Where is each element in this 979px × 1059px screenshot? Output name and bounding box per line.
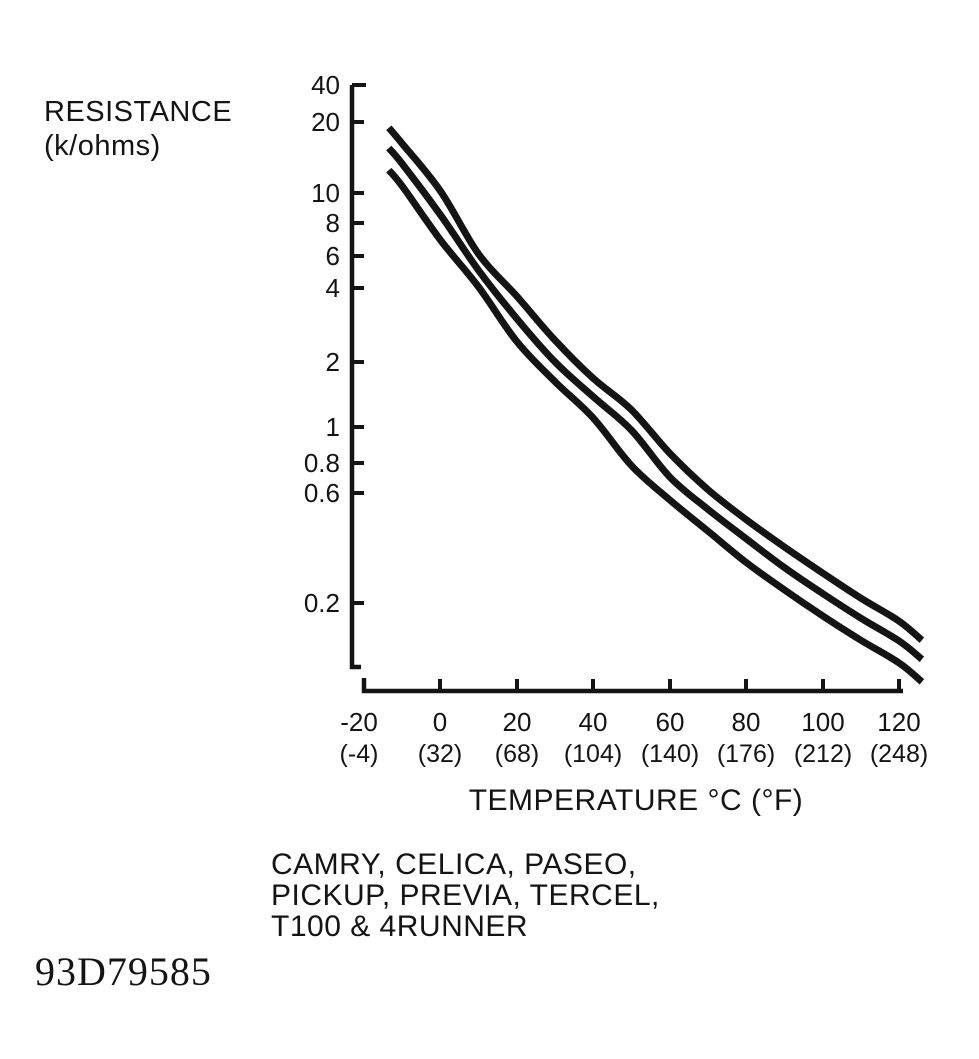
y-axis-label-line1: RESISTANCE: [44, 96, 233, 128]
x-axis-title: TEMPERATURE °C (°F): [468, 784, 804, 817]
caption-line-2: PICKUP, PREVIA, TERCEL,: [271, 879, 660, 912]
x-tick-label-celsius: 0: [433, 707, 447, 737]
x-tick-label-celsius: 80: [732, 707, 761, 737]
document-id: 93D79585: [35, 949, 212, 994]
y-tick-label: 0.2: [304, 588, 340, 618]
x-tick-label-fahrenheit: (104): [564, 740, 622, 768]
caption-line-1: CAMRY, CELICA, PASEO,: [271, 848, 637, 881]
y-tick-label: 4: [326, 273, 340, 303]
x-tick-label-fahrenheit: (212): [794, 740, 852, 768]
resistance-curve-upper-tolerance-curve: [386, 125, 925, 643]
y-tick-label: 8: [326, 208, 340, 238]
x-tick-label-fahrenheit: (176): [717, 740, 775, 768]
x-tick-label-fahrenheit: (32): [418, 740, 462, 768]
x-tick-label-celsius: 100: [801, 707, 844, 737]
y-axis-label-line2: (k/ohms): [44, 130, 161, 162]
x-tick-label-fahrenheit: (140): [641, 740, 699, 768]
y-tick-label: 40: [311, 70, 340, 100]
x-tick-label-celsius: 20: [503, 707, 532, 737]
x-tick-label-celsius: 120: [877, 707, 920, 737]
x-tick-label-fahrenheit: (248): [870, 740, 928, 768]
x-tick-label-celsius: 40: [579, 707, 608, 737]
y-axis-line: [349, 85, 361, 670]
x-tick-label-celsius: 60: [656, 707, 685, 737]
x-tick-label-celsius: -20: [340, 707, 378, 737]
y-tick-label: 6: [326, 241, 340, 271]
y-tick-label: 20: [311, 107, 340, 137]
caption-line-3: T100 & 4RUNNER: [271, 910, 529, 943]
y-tick-label: 0.8: [304, 448, 340, 478]
resistance-curve-nominal-curve: [386, 145, 925, 663]
y-tick-label: 0.6: [304, 478, 340, 508]
y-axis-label: RESISTANCE (k/ohms): [44, 95, 232, 163]
x-tick-label-fahrenheit: (-4): [340, 740, 379, 768]
y-tick-label: 1: [326, 412, 340, 442]
vehicle-caption: CAMRY, CELICA, PASEO, PICKUP, PREVIA, TE…: [271, 849, 660, 942]
x-tick-label-fahrenheit: (68): [495, 740, 539, 768]
y-tick-label: 10: [311, 178, 340, 208]
y-tick-label: 2: [326, 347, 340, 377]
resistance-curve-lower-tolerance-curve: [386, 167, 925, 685]
